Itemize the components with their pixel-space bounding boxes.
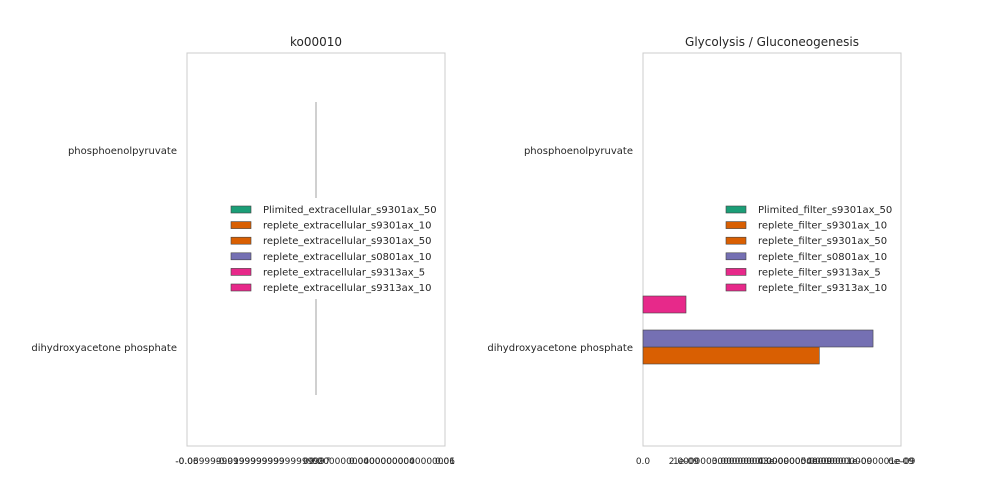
bar — [642, 329, 874, 348]
x-tick-label: 0.020000000000000004 — [303, 457, 415, 467]
legend: Plimited_extracellular_s9301ax_50replete… — [230, 205, 437, 294]
x-tick-label: 2.0000000000000003e-09 — [669, 457, 790, 467]
legend-swatch — [230, 268, 252, 276]
legend-label: replete_extracellular_s9301ax_50 — [263, 236, 431, 247]
legend-swatch — [725, 236, 747, 245]
x-tick-label: -0.019999999999999997 — [216, 457, 331, 467]
legend-label: replete_filter_s9301ax_10 — [758, 221, 887, 232]
x-tick-label: 0.04000000000000001 — [349, 457, 455, 467]
legend-label: replete_filter_s9313ax_10 — [758, 283, 887, 294]
category-label: dihydroxyacetone phosphate — [31, 343, 177, 354]
x-tick-label: 0.0 — [309, 457, 324, 467]
category-label: phosphoenolpyruvate — [524, 146, 633, 157]
legend-swatch — [230, 221, 252, 229]
legend: Plimited_filter_s9301ax_50 replete_filter… — [725, 205, 892, 294]
legend-label: replete_filter_s0801ax_10 — [758, 252, 887, 263]
bar — [642, 295, 687, 314]
x-tick-label: 6e-09 — [888, 457, 914, 467]
chart-title: Glycolysis / Gluconeogenesis — [685, 35, 859, 49]
category-label: phosphoenolpyruvate — [68, 146, 177, 157]
legend-swatch — [230, 252, 252, 261]
plot-frame — [642, 52, 902, 447]
x-tick-label: 1e-09 — [673, 457, 699, 467]
x-tick-label: 4.000000000000001e-09 — [758, 457, 873, 467]
legend-swatch — [725, 205, 747, 214]
legend-label: Plimited_extracellular_s9301ax_50 — [263, 205, 437, 216]
legend-label: Plimited_filter_s9301ax_50 — [758, 205, 892, 216]
legend-label: replete_filter_s9301ax_50 — [758, 236, 887, 247]
x-tick-label: -0.06 — [175, 457, 199, 467]
chart-panel-glycolysis: Glycolysis / Gluconeogenesis phosphoenolp… — [487, 35, 915, 467]
bar — [642, 346, 820, 365]
legend-label: replete_extracellular_s0801ax_10 — [263, 252, 431, 263]
x-tick-label: 5.000000000000001e-09 — [801, 457, 916, 467]
legend-label: replete_filter_s9313ax_5 — [758, 267, 881, 278]
x-tick-label: -0.03999999999999999 — [175, 457, 284, 467]
legend-swatch — [230, 205, 252, 214]
x-tick-label: 3.0000000000000004e-09 — [712, 457, 833, 467]
legend-swatch — [725, 283, 747, 292]
legend-label: replete_extracellular_s9313ax_10 — [263, 283, 431, 294]
legend-swatch — [230, 283, 252, 292]
category-label: dihydroxyacetone phosphate — [487, 343, 633, 354]
x-tick-label: 0.06 — [435, 457, 455, 467]
legend-swatch — [725, 221, 747, 229]
legend-swatch — [230, 236, 252, 245]
legend-swatch — [725, 252, 747, 261]
legend-label: replete_extracellular_s9313ax_5 — [263, 267, 425, 278]
legend-label: replete_extracellular_s9301ax_10 — [263, 221, 431, 232]
x-tick-label: 0.0 — [636, 457, 651, 467]
legend-swatch — [725, 268, 747, 276]
chart-panel-ko00010: ko00010 phosphoenolpyruvate dihydroxyaceto… — [31, 35, 455, 467]
chart-title: ko00010 — [290, 35, 342, 49]
plot-frame — [186, 52, 446, 447]
